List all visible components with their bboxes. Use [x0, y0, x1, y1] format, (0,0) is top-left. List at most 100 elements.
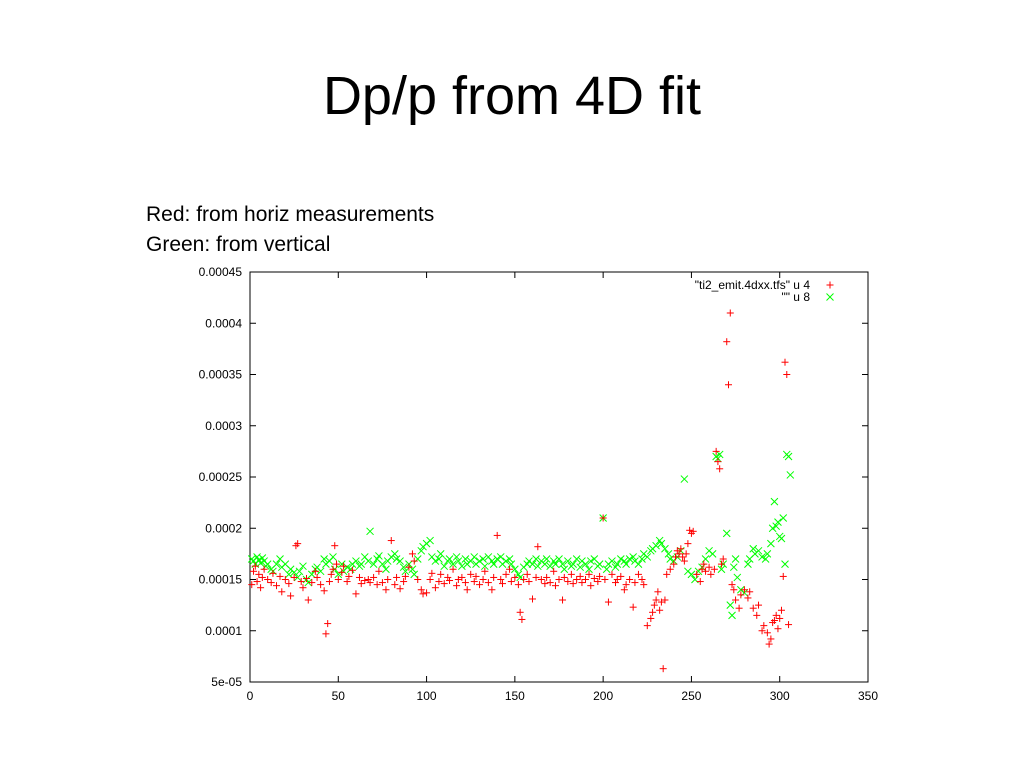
data-point — [537, 576, 545, 583]
caption-line-green: Green: from vertical — [146, 233, 331, 256]
data-point — [569, 580, 577, 588]
data-point — [687, 570, 696, 579]
data-point — [382, 586, 390, 594]
data-point — [772, 611, 780, 619]
data-point — [760, 622, 768, 630]
data-point — [493, 531, 501, 539]
data-point — [740, 586, 748, 594]
data-point — [393, 573, 401, 581]
data-point — [617, 572, 625, 580]
data-point — [325, 578, 333, 586]
data-point — [729, 563, 738, 572]
data-point — [774, 625, 782, 633]
data-point — [263, 560, 272, 568]
data-point — [370, 573, 378, 581]
data-point — [410, 557, 418, 565]
data-point — [357, 580, 365, 588]
data-point — [445, 555, 454, 563]
data-point — [502, 570, 510, 578]
data-point — [311, 567, 319, 575]
series-vertical — [247, 450, 795, 620]
data-point — [410, 570, 419, 579]
data-point — [656, 606, 664, 614]
data-point — [528, 560, 537, 568]
data-point — [260, 565, 268, 573]
data-point — [458, 562, 466, 571]
data-point — [560, 573, 568, 581]
data-point — [480, 562, 489, 571]
data-point — [563, 557, 572, 565]
data-point — [417, 546, 426, 555]
data-point — [717, 560, 725, 568]
data-point — [338, 568, 346, 576]
data-point — [576, 572, 584, 580]
data-point — [355, 573, 363, 581]
data-point — [426, 576, 434, 583]
y-tick-label: 0.00015 — [199, 573, 243, 587]
caption-line-red: Red: from horiz measurements — [146, 203, 435, 226]
data-point — [382, 565, 390, 574]
data-point — [293, 573, 302, 582]
data-point — [257, 584, 265, 592]
data-point — [481, 567, 489, 575]
data-point — [749, 604, 757, 612]
data-point — [516, 608, 524, 616]
data-point — [489, 560, 498, 568]
data-point — [779, 572, 787, 580]
data-point — [251, 562, 259, 570]
data-point — [581, 560, 590, 568]
data-point — [657, 598, 665, 606]
data-point — [608, 557, 616, 565]
data-point — [435, 578, 443, 586]
data-point — [361, 577, 369, 585]
data-point — [555, 555, 563, 563]
data-point — [250, 567, 258, 575]
data-point — [378, 579, 386, 587]
x-tick-label: 250 — [681, 689, 701, 703]
data-point — [728, 581, 736, 589]
data-point — [435, 555, 443, 563]
data-point — [726, 309, 734, 317]
legend-marker — [826, 293, 834, 301]
data-point — [295, 567, 304, 576]
data-point — [299, 562, 307, 571]
y-tick-label: 0.00035 — [199, 368, 243, 382]
data-point — [700, 560, 708, 568]
data-point — [452, 553, 461, 561]
data-point — [256, 559, 265, 567]
data-point — [511, 565, 519, 574]
data-point — [768, 524, 777, 533]
data-point — [770, 617, 778, 624]
data-point — [587, 582, 595, 590]
data-point — [258, 573, 266, 581]
data-point — [758, 627, 766, 635]
data-point — [390, 550, 399, 558]
data-point — [502, 557, 510, 565]
data-point — [675, 550, 683, 558]
data-point — [248, 581, 256, 589]
data-point — [392, 555, 401, 563]
data-point — [546, 579, 554, 587]
data-point — [453, 582, 461, 590]
data-point — [461, 579, 469, 587]
data-point — [638, 576, 646, 583]
data-point — [419, 590, 427, 598]
data-point — [454, 557, 463, 565]
data-point — [767, 539, 775, 548]
data-point — [643, 622, 651, 630]
data-point — [303, 574, 311, 582]
data-point — [454, 576, 462, 583]
data-point — [701, 555, 710, 563]
data-point — [458, 573, 466, 581]
data-point — [428, 569, 436, 577]
y-tick-label: 0.00045 — [199, 265, 243, 279]
data-point — [276, 572, 284, 580]
data-point — [581, 576, 589, 583]
data-point — [786, 471, 795, 479]
data-point — [753, 611, 761, 619]
data-point — [523, 570, 531, 578]
data-point — [440, 562, 449, 571]
data-point — [449, 565, 457, 573]
data-point — [696, 578, 704, 586]
data-point — [733, 573, 742, 582]
